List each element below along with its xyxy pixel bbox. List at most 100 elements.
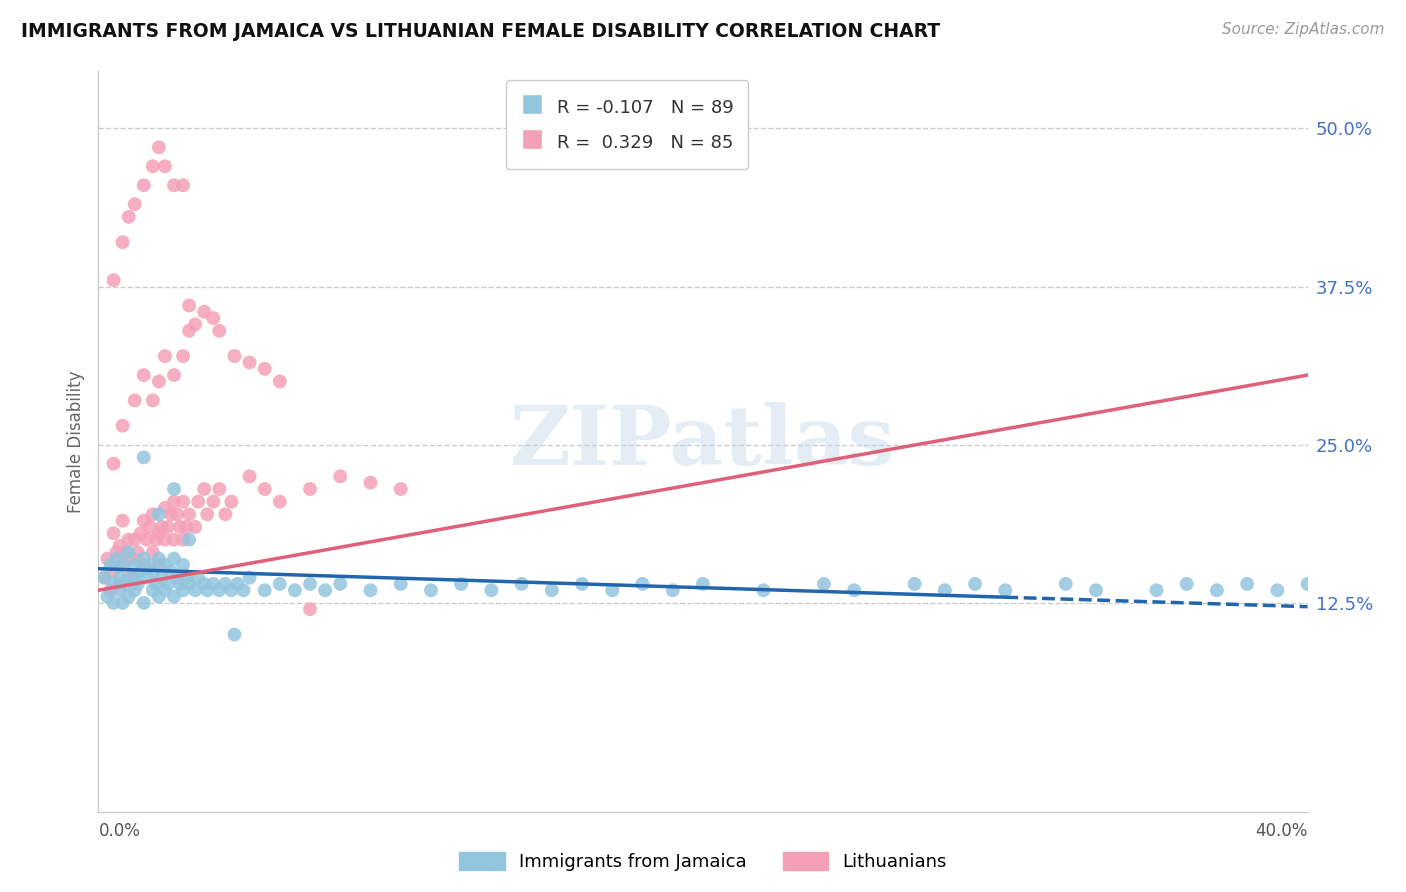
Point (163, 494, 186, 508)
Point (132, 450, 155, 465)
Point (145, 533, 167, 547)
Point (299, 482, 322, 496)
Point (132, 551, 155, 566)
Point (208, 482, 231, 496)
Point (1206, 583, 1229, 598)
Point (253, 583, 276, 598)
Point (160, 508, 183, 522)
Point (100, 558, 122, 572)
Point (124, 533, 146, 547)
Point (360, 475, 382, 490)
Point (148, 558, 170, 572)
Point (239, 571, 262, 585)
Point (153, 159, 176, 173)
Point (111, 558, 134, 572)
Point (169, 577, 191, 591)
Point (239, 355, 262, 369)
Point (187, 571, 209, 585)
Point (121, 551, 143, 566)
Point (105, 551, 128, 566)
Point (179, 508, 201, 522)
Point (118, 210, 141, 224)
Point (142, 508, 165, 522)
Point (221, 494, 243, 508)
Point (93, 571, 115, 585)
Point (692, 577, 714, 591)
Point (481, 583, 503, 598)
Point (994, 583, 1017, 598)
Point (1054, 577, 1077, 591)
Point (96, 590, 118, 604)
Point (195, 508, 218, 522)
Point (148, 375, 170, 389)
Point (389, 482, 412, 496)
Point (1267, 583, 1289, 598)
Point (166, 571, 188, 585)
Point (221, 583, 243, 598)
Point (153, 558, 176, 572)
Point (148, 551, 170, 566)
Legend: Immigrants from Jamaica, Lithuanians: Immigrants from Jamaica, Lithuanians (453, 845, 953, 879)
Point (135, 533, 157, 547)
Point (193, 577, 215, 591)
Point (153, 349, 176, 363)
Point (145, 577, 167, 591)
Point (965, 577, 987, 591)
Point (193, 482, 215, 496)
Point (389, 577, 412, 591)
Point (108, 571, 131, 585)
Point (540, 583, 562, 598)
Point (132, 558, 155, 572)
Point (269, 494, 291, 508)
Point (129, 526, 152, 541)
Text: Source: ZipAtlas.com: Source: ZipAtlas.com (1222, 22, 1385, 37)
Point (172, 178, 194, 193)
Point (450, 577, 472, 591)
Point (214, 508, 236, 522)
Point (142, 564, 165, 578)
Point (103, 273, 125, 287)
Point (118, 590, 141, 604)
Point (299, 602, 322, 616)
Point (179, 533, 201, 547)
Point (179, 577, 201, 591)
Point (139, 520, 162, 534)
Point (360, 583, 382, 598)
Point (661, 583, 683, 598)
Text: IMMIGRANTS FROM JAMAICA VS LITHUANIAN FEMALE DISABILITY CORRELATION CHART: IMMIGRANTS FROM JAMAICA VS LITHUANIAN FE… (21, 22, 941, 41)
Point (148, 508, 170, 522)
Point (118, 545, 141, 559)
Point (135, 571, 157, 585)
Point (111, 558, 134, 572)
Point (127, 577, 149, 591)
Point (150, 571, 173, 585)
Point (163, 482, 186, 496)
Text: 0.0%: 0.0% (98, 822, 141, 840)
Point (142, 545, 165, 559)
Point (752, 583, 775, 598)
Point (187, 494, 209, 508)
Point (163, 551, 186, 566)
Point (169, 520, 191, 534)
Point (163, 178, 186, 193)
Point (103, 577, 125, 591)
Point (163, 533, 186, 547)
Point (132, 178, 155, 193)
Point (184, 520, 207, 534)
Point (142, 393, 165, 408)
Point (156, 520, 179, 534)
Point (253, 482, 276, 496)
Point (314, 583, 336, 598)
Point (226, 577, 249, 591)
Point (299, 577, 322, 591)
Point (93, 571, 115, 585)
Point (114, 545, 136, 559)
Point (129, 564, 152, 578)
Point (163, 590, 186, 604)
Point (114, 577, 136, 591)
Point (214, 577, 236, 591)
Point (329, 577, 352, 591)
Point (124, 393, 146, 408)
Point (904, 577, 927, 591)
Point (148, 590, 170, 604)
